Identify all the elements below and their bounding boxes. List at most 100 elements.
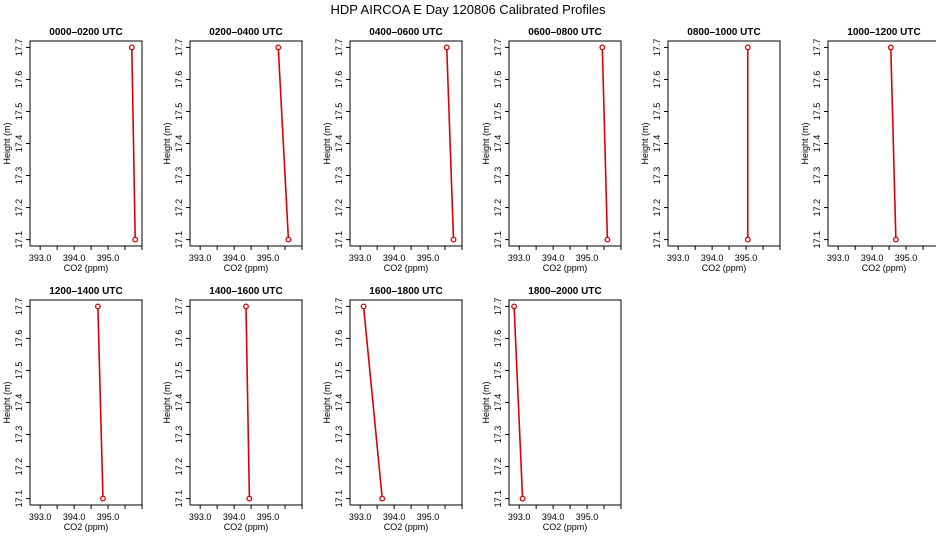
data-point (243, 303, 249, 310)
y-tick-label: 17.5 (652, 103, 662, 121)
y-tick-label: 17.7 (174, 298, 184, 316)
x-tick-label: 395.0 (735, 253, 758, 263)
x-tick-label: 394.0 (701, 253, 724, 263)
data-point (379, 495, 386, 502)
y-tick-label: 17.3 (652, 167, 662, 185)
y-axis-label: Height (m) (322, 122, 332, 164)
y-tick-label: 17.4 (14, 394, 24, 412)
y-axis-label: Height (m) (162, 381, 172, 423)
x-tick-label: 395.0 (895, 253, 918, 263)
y-tick-label: 17.2 (812, 199, 822, 217)
x-tick-label: 395.0 (257, 512, 280, 522)
x-tick-label: 395.0 (97, 253, 120, 263)
y-axis-label: Height (m) (162, 122, 172, 164)
x-axis-label: CO2 (ppm) (862, 263, 907, 273)
profile-panel: 0000–0200 UTC 393.0 394.0 395.0 17.1 17.2 17.3… (2, 27, 143, 273)
y-tick-label: 17.2 (334, 199, 344, 217)
data-point (604, 236, 611, 243)
y-tick-label: 17.6 (174, 71, 184, 89)
data-point (892, 236, 899, 243)
y-tick-label: 17.1 (334, 231, 344, 249)
x-tick-label: 394.0 (542, 253, 565, 263)
y-tick-label: 17.5 (334, 103, 344, 121)
y-tick-label: 17.3 (14, 167, 24, 185)
x-tick-label: 393.0 (667, 253, 690, 263)
y-tick-label: 17.1 (14, 490, 24, 508)
y-axis-label: Height (m) (2, 122, 12, 164)
plot-frame (667, 40, 781, 247)
y-tick-label: 17.4 (334, 394, 344, 412)
y-tick-label: 17.2 (493, 199, 503, 217)
y-tick-label: 17.2 (174, 458, 184, 476)
data-point (285, 236, 292, 243)
profile-panel: 0800–1000 UTC 393.0 394.0 395.0 17.1 17.2 17.3… (640, 27, 781, 273)
panel-title: 0000–0200 UTC (49, 27, 122, 38)
profile-line (601, 47, 609, 240)
data-point (519, 495, 526, 502)
y-tick-label: 17.2 (652, 199, 662, 217)
x-tick-label: 395.0 (576, 512, 599, 522)
y-tick-label: 17.1 (14, 231, 24, 249)
data-point (511, 303, 518, 310)
x-tick-label: 395.0 (257, 253, 280, 263)
x-tick-label: 393.0 (189, 512, 212, 522)
profile-line (97, 306, 104, 499)
y-tick-label: 17.1 (174, 231, 184, 249)
y-tick-label: 17.7 (14, 298, 24, 316)
y-tick-label: 17.6 (334, 330, 344, 348)
y-tick-label: 17.5 (14, 103, 24, 121)
profile-panel: 1600–1800 UTC 393.0 394.0 395.0 17.1 17.2 17.3… (322, 286, 463, 532)
profile-line (277, 47, 290, 240)
y-tick-label: 17.4 (174, 394, 184, 412)
x-tick-label: 394.0 (63, 253, 86, 263)
figure-title: HDP AIRCOA E Day 120806 Calibrated Profi… (330, 2, 606, 17)
x-tick-label: 394.0 (383, 512, 406, 522)
panel-title: 0400–0600 UTC (369, 27, 442, 38)
panel-title: 1800–2000 UTC (528, 286, 601, 297)
x-axis-label: CO2 (ppm) (384, 522, 429, 532)
y-tick-label: 17.5 (14, 362, 24, 380)
data-point (246, 495, 253, 502)
x-axis-label: CO2 (ppm) (384, 263, 429, 273)
plot-frame (349, 299, 463, 506)
x-tick-label: 393.0 (29, 512, 52, 522)
x-axis-label: CO2 (ppm) (64, 522, 109, 532)
y-tick-label: 17.6 (652, 71, 662, 89)
x-tick-label: 393.0 (349, 512, 372, 522)
profile-line (445, 47, 455, 240)
profile-line (362, 306, 384, 499)
y-tick-label: 17.6 (14, 330, 24, 348)
x-tick-label: 393.0 (29, 253, 52, 263)
data-point (599, 44, 606, 51)
y-tick-label: 17.5 (174, 103, 184, 121)
x-tick-label: 393.0 (349, 253, 372, 263)
y-tick-label: 17.4 (812, 135, 822, 153)
profile-panel: 0600–0800 UTC 393.0 394.0 395.0 17.1 17.2 17.3… (481, 27, 622, 273)
y-tick-label: 17.4 (14, 135, 24, 153)
plot-frame (827, 40, 936, 247)
x-tick-label: 393.0 (508, 512, 531, 522)
y-tick-label: 17.5 (493, 103, 503, 121)
panel-title: 0800–1000 UTC (687, 27, 760, 38)
x-axis-label: CO2 (ppm) (543, 263, 588, 273)
y-tick-label: 17.6 (14, 71, 24, 89)
y-tick-label: 17.1 (493, 490, 503, 508)
plot-frame (29, 40, 143, 247)
panel-title: 0600–0800 UTC (528, 27, 601, 38)
profile-panel: 1400–1600 UTC 393.0 394.0 395.0 17.1 17.2 17.3… (162, 286, 303, 532)
y-tick-label: 17.5 (334, 362, 344, 380)
panel-title: 1000–1200 UTC (847, 27, 920, 38)
data-point (744, 236, 751, 243)
y-tick-label: 17.4 (174, 135, 184, 153)
plot-frame (349, 40, 463, 247)
profile-line (513, 306, 524, 499)
profile-panel: 1800–2000 UTC 393.0 394.0 395.0 17.1 17.2 17.3… (481, 286, 622, 532)
data-point (94, 303, 101, 310)
y-tick-label: 17.4 (652, 135, 662, 153)
y-axis-label: Height (m) (481, 122, 491, 164)
y-tick-label: 17.3 (812, 167, 822, 185)
y-tick-label: 17.7 (493, 39, 503, 57)
y-tick-label: 17.1 (812, 231, 822, 249)
y-tick-label: 17.2 (493, 458, 503, 476)
